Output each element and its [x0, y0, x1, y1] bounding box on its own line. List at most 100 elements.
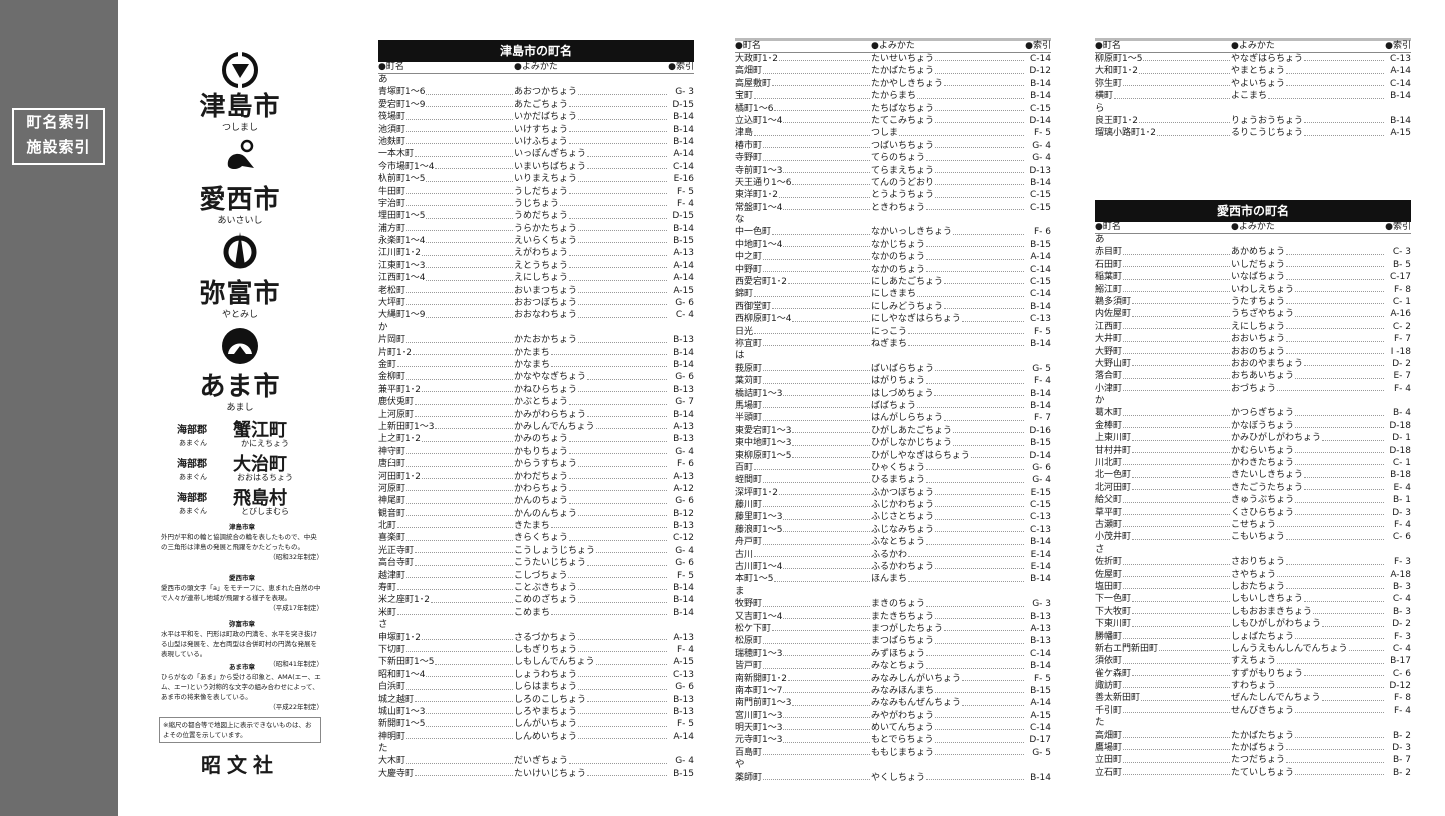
- leader-dots: [926, 598, 1024, 607]
- town-name: 高畑町: [735, 66, 763, 77]
- name-cell: 永楽町1～4: [378, 235, 514, 247]
- name-cell: 鵜多須町: [1095, 296, 1231, 308]
- town-reading: うめだちょう: [514, 211, 569, 222]
- grid-index: B-14: [1030, 338, 1051, 349]
- leader-dots: [415, 409, 513, 417]
- reading-cell: こせちょう: [1231, 519, 1385, 531]
- town-reading: いけすちょう: [514, 124, 569, 135]
- leader-dots: [935, 177, 1024, 186]
- kana-section-heading: あ: [1095, 234, 1105, 245]
- grid-index: B-15: [1030, 438, 1051, 449]
- reading-cell: さるづかちょう: [514, 632, 668, 644]
- list-item: 椿市町 つばいちちょう G- 4: [735, 140, 1051, 152]
- town-reading: ひがしなかじちょう: [871, 438, 953, 449]
- town-reading: かわらちょう: [514, 483, 569, 494]
- reading-cell: かつらぎちょう: [1231, 407, 1385, 419]
- town-reading: やなぎはらちょう: [1231, 54, 1304, 64]
- leader-dots: [426, 173, 513, 182]
- grid-index: G- 6: [675, 372, 694, 383]
- emblem-note-aisai: 愛西市章 愛西市の頭文字「a」をモチーフに、恵まれた自然の中で人々が連帯し地域が…: [161, 573, 323, 613]
- list-item: 鵜多須町 うたすちょう C- 1: [1095, 296, 1411, 308]
- reading-cell: まきのちょう: [871, 598, 1025, 610]
- name-cell: 津島: [735, 127, 871, 139]
- reading-cell: おおなわちょう: [514, 309, 668, 321]
- name-cell: 金棒町: [1095, 420, 1231, 432]
- grid-index: D-14: [1029, 115, 1051, 126]
- leader-dots: [1295, 308, 1384, 317]
- leader-dots: [783, 722, 870, 731]
- list-item: 米町 こめまち B-14: [378, 607, 694, 619]
- leader-dots: [792, 425, 870, 434]
- list-item: 下一色町 しもいしきちょう C- 4: [1095, 593, 1411, 605]
- list-item: 観音町 かんのんちょう B-12: [378, 508, 694, 520]
- name-cell: 錦町: [735, 288, 871, 300]
- town-reading: りょうおうちょう: [1231, 115, 1304, 126]
- town-name: 松原町: [735, 636, 763, 647]
- name-cell: 橋詰町1～3: [735, 388, 871, 400]
- grid-index: C-13: [673, 669, 694, 680]
- leader-dots: [415, 768, 513, 777]
- leader-dots: [1313, 606, 1384, 615]
- leader-dots: [426, 706, 513, 715]
- leader-dots: [569, 186, 667, 194]
- reading-cell: かんのんちょう: [514, 508, 668, 520]
- name-cell: 雀ケ森町: [1095, 668, 1231, 680]
- list-item: 池麩町 いけふちょう B-14: [378, 136, 694, 148]
- grid-index: B-14: [673, 583, 694, 594]
- leader-dots: [406, 198, 513, 207]
- grid-index: F- 4: [676, 198, 694, 209]
- leader-dots: [1286, 346, 1384, 354]
- list-item: 藤浪町1～5 ふじなみちょう C-13: [735, 524, 1051, 536]
- town-reading: ひゃくちょう: [871, 462, 926, 473]
- list-item: 勝幡町 しょばたちょう F- 3: [1095, 631, 1411, 643]
- name-cell: 西柳原町1～4: [735, 313, 871, 325]
- list-item: 日光 にっこう F- 5: [735, 326, 1051, 338]
- town-reading: えいらくちょう: [514, 236, 578, 247]
- tab-facility-index[interactable]: 施設索引: [26, 138, 91, 156]
- grid-index: C-15: [1030, 500, 1051, 511]
- name-cell: 江西町1～4: [378, 272, 514, 284]
- grid-index: F- 5: [1033, 326, 1051, 337]
- town-reading: こうしょうじちょう: [514, 545, 596, 556]
- leader-dots: [1286, 65, 1384, 74]
- leader-dots: [1123, 420, 1230, 429]
- emblem-note-yatomi: 弥富市章 水平は平和を、円形は町政の円満を、水平を突き抜ける山型は発展を、左右両…: [161, 619, 323, 669]
- leader-dots: [935, 611, 1024, 619]
- town-reading: おいまつちょう: [514, 285, 578, 296]
- name-cell: 松原町: [735, 635, 871, 647]
- town-reading: たかばたちょう: [871, 66, 935, 77]
- town-name: 古川町1～4: [735, 562, 783, 573]
- town-reading: いかだばちょう: [514, 112, 578, 123]
- leader-dots: [578, 297, 667, 306]
- leader-dots: [406, 755, 513, 764]
- leader-dots: [569, 99, 667, 108]
- reading-cell: まつばらちょう: [871, 635, 1025, 647]
- name-cell: 高屋敷町: [735, 78, 871, 90]
- reading-cell: かんのちょう: [514, 495, 668, 507]
- grid-index: F- 5: [1033, 673, 1051, 684]
- tab-town-index[interactable]: 町名索引: [26, 113, 91, 131]
- leader-dots: [1132, 606, 1230, 615]
- leader-dots: [783, 202, 870, 211]
- town-reading: しんうえもんしんでんちょう: [1231, 643, 1348, 654]
- grid-index: D- 1: [1392, 433, 1411, 444]
- list-item: 祢宜町 ねぎまち B-14: [735, 338, 1051, 350]
- name-cell: 喜楽町: [378, 532, 514, 544]
- grid-index: C-15: [1030, 277, 1051, 288]
- leader-dots: [1123, 383, 1230, 392]
- leader-dots: [1138, 115, 1230, 124]
- list-item: 下新田町1～5 しもしんでんちょう A-15: [378, 656, 694, 668]
- leader-dots: [935, 65, 1024, 74]
- reading-cell: たからまち: [871, 90, 1025, 102]
- reading-cell: おおつぼちょう: [514, 297, 668, 309]
- list-item: 天王通り1～6 てんのうどおり B-14: [735, 177, 1051, 189]
- name-cell: 弥生町: [1095, 78, 1231, 90]
- district-reading: あまぐん: [179, 439, 207, 447]
- name-cell: 元寺町1～3: [735, 734, 871, 746]
- reading-cell: こめまち: [514, 607, 668, 619]
- kana-section-heading: さ: [378, 619, 388, 631]
- town-reading: おおのちょう: [1231, 346, 1286, 357]
- list-item: 津島 つしま F- 5: [735, 127, 1051, 139]
- town-reading: くさひらちょう: [1231, 507, 1295, 518]
- name-cell: 佐屋町: [1095, 569, 1231, 581]
